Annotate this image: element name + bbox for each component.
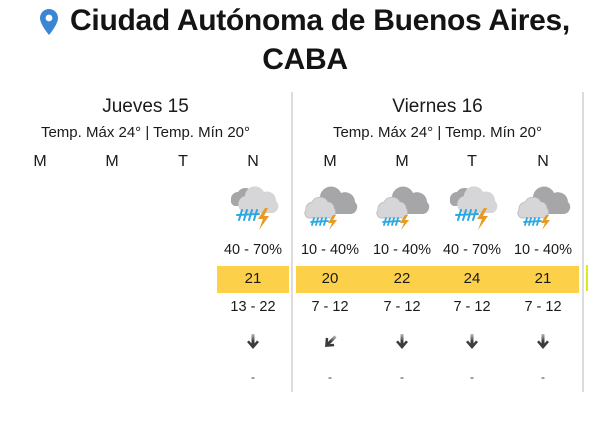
gust-value: - [328, 370, 332, 384]
day-name: Viernes 16 [392, 96, 483, 117]
precip-probability: 10 - 40% [300, 242, 360, 258]
period-label: T [467, 153, 477, 170]
gust-value: - [541, 370, 545, 384]
temperature-value: 21 [534, 270, 552, 287]
precip-probability: 10 - 40% [372, 242, 432, 258]
forecast-period-afternoon: 40 - 70% 24 7 - 12 - [436, 92, 508, 392]
temperature-value: 21 [244, 270, 262, 287]
location-name-line2: CABA [262, 43, 348, 76]
precip-probability: 40 - 70% [442, 242, 502, 258]
day-divider [582, 92, 584, 392]
thunderstorm-light-icon [515, 178, 571, 230]
wind-speed: 7 - 12 [524, 299, 562, 315]
arrow-down-icon [464, 334, 480, 350]
thunderstorm-light-icon [302, 178, 358, 230]
forecast-period-night: 40 - 70% [217, 92, 289, 392]
period-label: M [33, 153, 47, 170]
location-title: Ciudad Autónoma de Buenos Aires, CABA [0, 4, 610, 77]
day-name: Jueves 15 [102, 96, 189, 117]
temperature-bar [217, 266, 289, 293]
forecast-period-midday: 10 - 40% 22 7 - 12 - [366, 92, 438, 392]
gust-value: - [470, 370, 474, 384]
thunderstorm-heavy-icon [444, 178, 500, 230]
forecast-period-night: 10 - 40% 21 7 - 12 - [507, 92, 579, 392]
arrow-down-icon [245, 334, 261, 350]
period-label: M [323, 153, 337, 170]
precip-probability: 10 - 40% [513, 242, 573, 258]
day-divider [291, 92, 293, 392]
temperature-value: 22 [393, 270, 411, 287]
location-name-line1: Ciudad Autónoma de Buenos Aires, [70, 4, 570, 37]
day-temps: Temp. Máx 24° | Temp. Mín 20° [40, 124, 251, 141]
wind-speed: 7 - 12 [383, 299, 421, 315]
period-label: N [537, 153, 549, 170]
wind-speed: 7 - 12 [311, 299, 349, 315]
gust-value: - [400, 370, 404, 384]
next-day-indicator [586, 265, 588, 291]
arrow-down-icon [535, 334, 551, 350]
day-temps: Temp. Máx 24° | Temp. Mín 20° [332, 124, 543, 141]
thunderstorm-heavy-icon [225, 178, 281, 230]
period-label: M [395, 153, 409, 170]
period-label: M [105, 153, 119, 170]
wind-speed: 7 - 12 [453, 299, 491, 315]
temperature-bar [296, 266, 579, 293]
map-pin-icon [40, 9, 59, 43]
forecast-period-morning: 10 - 40% 20 7 - 12 - [294, 92, 366, 392]
period-label: N [247, 153, 259, 170]
wind-speed: 13 - 22 [230, 299, 276, 315]
precip-probability: 40 - 70% [223, 242, 283, 258]
temperature-value: 24 [463, 270, 481, 287]
arrow-down-left-icon [319, 331, 342, 354]
gust-value: - [251, 370, 255, 384]
temperature-value: 20 [321, 270, 339, 287]
thunderstorm-light-icon [374, 178, 430, 230]
arrow-down-icon [394, 334, 410, 350]
period-label: T [178, 153, 188, 170]
